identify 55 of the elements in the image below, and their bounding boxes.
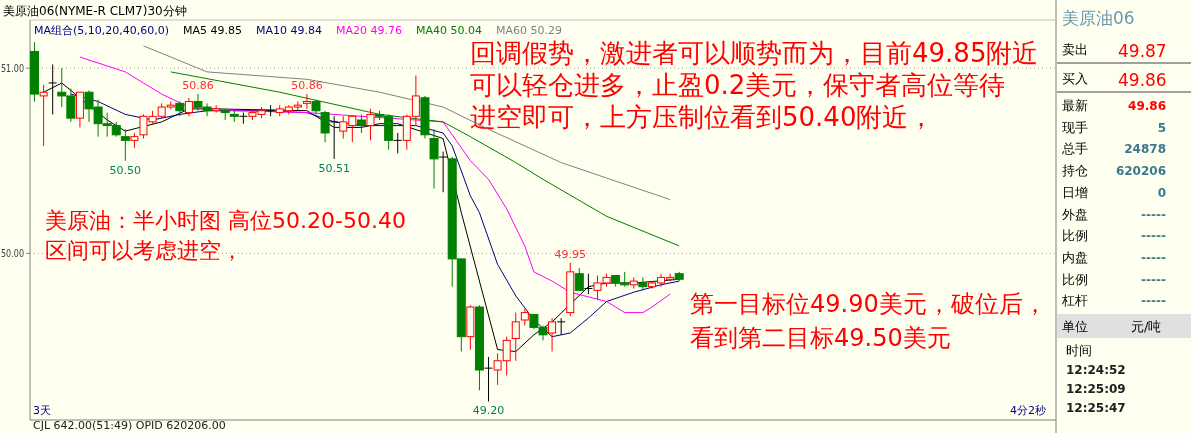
text: 比例	[1062, 271, 1088, 287]
chart-title: 美原油06(NYME-R CLM7)30分钟	[3, 4, 187, 18]
legend-title: MA组合(5,10,20,40,60,0)	[34, 24, 170, 37]
text: 49.86	[1128, 99, 1166, 113]
text: 49.20	[472, 404, 505, 418]
annotation: 进空即可，上方压制位看到50.40附近，	[470, 102, 935, 132]
text: 现手	[1062, 119, 1088, 135]
text: 内盘	[1062, 249, 1088, 265]
text: 买入	[1062, 71, 1088, 86]
text: 50.51	[318, 161, 350, 175]
text: 元/吨	[1131, 319, 1162, 334]
text: 卖出	[1062, 42, 1088, 57]
text: 24878	[1124, 142, 1166, 157]
annotation: 看到第二目标49.50美元	[690, 324, 951, 352]
text: 最新	[1062, 98, 1088, 113]
text: 49.95	[554, 247, 586, 261]
annotation: 美原油：半小时图 高位50.20-50.40区间可以考虑进空，	[45, 208, 406, 263]
annotation: CJL 642.00(51:49) OPID 620206.00	[33, 419, 226, 432]
text: 50.50	[109, 163, 142, 177]
text: MA40 50.04	[416, 24, 483, 37]
text: -----	[1141, 207, 1167, 222]
text: 杠杆	[1061, 293, 1088, 309]
text: 49.87	[1118, 41, 1167, 61]
text: 持仓	[1062, 163, 1088, 179]
text: 12:25:47	[1066, 401, 1126, 415]
text: 外盘	[1062, 206, 1088, 222]
text: 美原油06	[1062, 8, 1135, 28]
text: MA20 49.76	[336, 24, 403, 37]
y-tick-label: 50.00	[1, 248, 30, 260]
text: 50.86	[182, 79, 214, 93]
text: 单位	[1062, 319, 1088, 334]
annotation: 4分2秒	[1010, 404, 1046, 417]
annotation: 可以轻仓进多，止盈0.2美元，保守者高位等待	[470, 70, 1006, 100]
text: 日增	[1062, 184, 1088, 200]
text: -----	[1141, 294, 1167, 309]
text: 12:24:52	[1066, 363, 1126, 377]
text: 0	[1157, 185, 1166, 200]
text: MA5 49.85	[183, 24, 243, 37]
text: -----	[1141, 250, 1167, 265]
text: 总手	[1061, 141, 1088, 157]
text: MA10 49.84	[256, 24, 323, 37]
annotation: 3天	[33, 404, 51, 417]
text: 620206	[1115, 164, 1166, 179]
text: MA60 50.29	[496, 24, 563, 37]
text: 比例	[1062, 228, 1088, 244]
text: 49.86	[1118, 70, 1167, 90]
y-tick-label: 51.00	[1, 63, 30, 75]
text: 5	[1157, 120, 1166, 135]
text: -----	[1141, 229, 1167, 244]
text: 12:25:09	[1066, 382, 1126, 396]
text: 时间	[1066, 343, 1092, 358]
text: 50.86	[291, 79, 323, 93]
annotation: 回调假势，激进者可以顺势而为，目前49.85附近	[470, 38, 1039, 68]
annotation: 第一目标位49.90美元，破位后，	[690, 290, 1047, 318]
text: -----	[1141, 272, 1167, 287]
